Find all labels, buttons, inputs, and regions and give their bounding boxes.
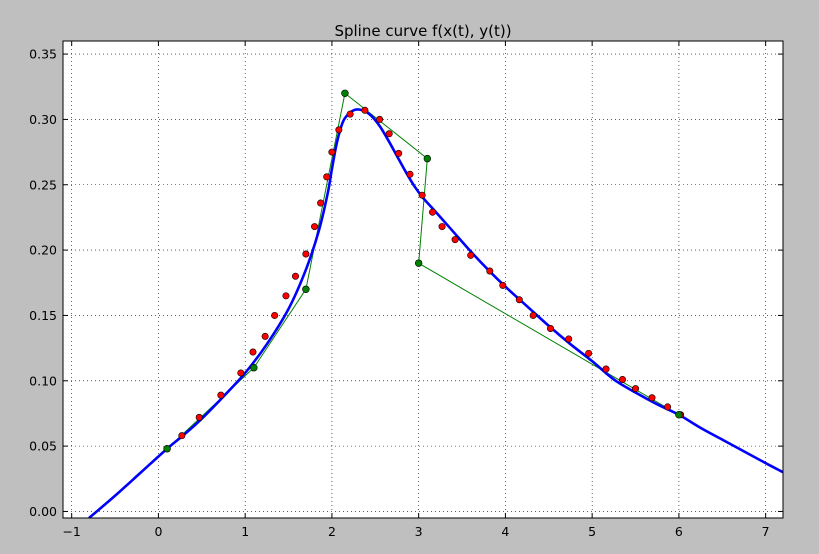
x-tick-label: 0 <box>154 524 162 539</box>
sample-point <box>547 325 555 333</box>
x-tick-label: 6 <box>675 524 683 539</box>
sample-point <box>602 365 610 373</box>
sample-point <box>261 332 269 340</box>
sample-point <box>565 335 573 343</box>
x-tick-label: 5 <box>588 524 596 539</box>
control-point <box>163 445 171 453</box>
sample-point <box>438 223 446 231</box>
x-tick-label: 3 <box>415 524 423 539</box>
sample-point <box>418 191 426 199</box>
sample-point <box>467 251 475 259</box>
control-point <box>302 285 310 294</box>
control-point <box>423 154 432 163</box>
y-tick-label: 0.15 <box>29 308 57 323</box>
sample-point <box>376 115 384 123</box>
sample-point <box>619 375 627 383</box>
sample-point <box>406 170 414 178</box>
sample-point <box>237 369 245 377</box>
axis-ticks: −1 0 1 2 3 4 5 6 7 0.00 0.05 0.10 0.15 0.20 0.25 0.30 0.… <box>29 41 783 539</box>
x-tick-label: −1 <box>62 524 80 539</box>
sample-point <box>335 126 343 134</box>
sample-point <box>346 110 354 118</box>
sample-point <box>429 208 437 216</box>
sample-point <box>451 236 459 244</box>
y-tick-label: 0.20 <box>29 243 57 258</box>
sample-point <box>282 292 290 300</box>
sample-point <box>395 149 403 157</box>
x-tick-label: 1 <box>241 524 249 539</box>
x-tick-label: 2 <box>328 524 336 539</box>
control-point <box>250 364 258 372</box>
sample-point <box>385 130 393 138</box>
sample-point <box>529 311 537 319</box>
series-layer <box>88 89 783 518</box>
sample-point <box>664 403 672 411</box>
y-tick-label: 0.10 <box>29 373 57 388</box>
control-point <box>414 259 423 267</box>
sample-point <box>217 391 225 399</box>
sample-point <box>648 394 656 402</box>
y-tick-label: 0.05 <box>29 439 57 454</box>
sample-point <box>302 250 310 258</box>
sample-point <box>195 413 203 421</box>
grid-lines <box>63 41 783 518</box>
sample-point <box>178 432 186 440</box>
sample-point <box>328 148 336 156</box>
sample-point <box>311 223 319 231</box>
sample-point <box>249 348 257 356</box>
sample-point <box>632 385 640 393</box>
sample-point <box>499 281 507 289</box>
sample-point <box>291 272 299 280</box>
x-tick-label: 4 <box>501 524 509 539</box>
control-point <box>341 89 349 97</box>
sample-point <box>271 311 279 319</box>
y-tick-label: 0.25 <box>29 177 57 192</box>
y-tick-label: 0.00 <box>29 504 57 519</box>
plot-frame <box>62 40 784 519</box>
sample-point <box>323 173 331 181</box>
chart-title: Spline curve f(x(t), y(t)) <box>334 22 511 40</box>
y-tick-label: 0.30 <box>29 112 57 127</box>
control-point <box>675 411 683 419</box>
sample-point <box>361 106 369 114</box>
sample-point <box>486 267 494 275</box>
sample-point <box>585 349 593 357</box>
x-tick-label: 7 <box>762 524 770 539</box>
sample-point <box>317 199 325 207</box>
sample-point <box>515 296 523 304</box>
y-tick-label: 0.35 <box>29 47 57 62</box>
